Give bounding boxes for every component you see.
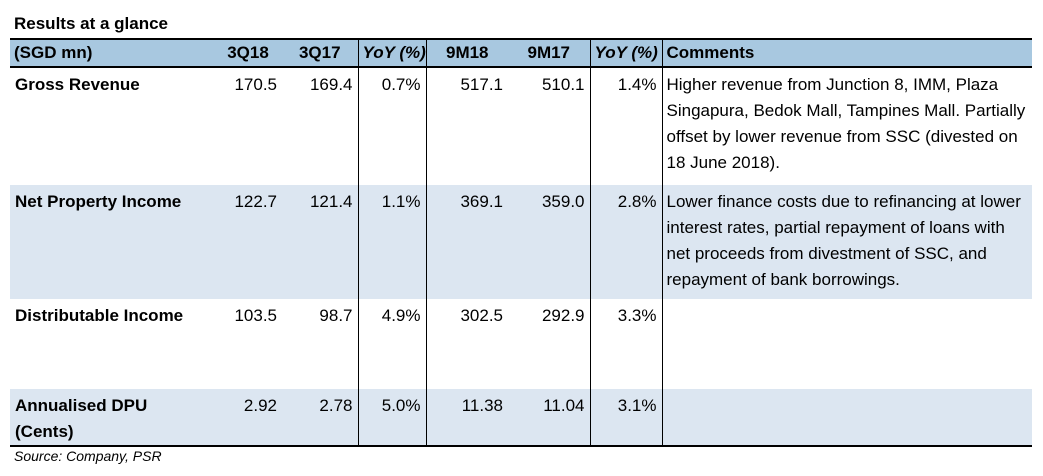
cell-yoy-quarter: 0.7% (357, 67, 426, 185)
cell-9m18: 302.5 (425, 299, 508, 389)
cell-9m18: 11.38 (425, 389, 508, 447)
cell-yoy-9m: 3.1% (589, 389, 662, 447)
cell-3q17: 2.78 (282, 389, 358, 447)
cell-comment: Lower finance costs due to refinancing a… (661, 185, 1032, 299)
cell-3q18: 2.92 (214, 389, 282, 447)
cell-9m17: 11.04 (508, 389, 590, 447)
cell-9m17: 359.0 (508, 185, 590, 299)
row-label: Distributable Income (15, 306, 184, 325)
cell-9m17: 510.1 (541, 75, 585, 94)
cell-comment: Higher revenue from Junction 8, IMM, Pla… (661, 67, 1032, 185)
row-label: Annualised DPU (Cents) (10, 389, 214, 447)
cell-3q17: 98.7 (319, 306, 353, 325)
cell-9m17: 292.9 (541, 306, 585, 325)
results-table: (SGD mn) 3Q18 3Q17 YoY (%) 9M18 9M17 YoY… (10, 38, 1032, 447)
header-sgd-mn: (SGD mn) (10, 38, 214, 68)
row-label: Net Property Income (10, 185, 214, 299)
cell-comment (661, 299, 1032, 389)
table-row: Annualised DPU (Cents) 2.92 2.78 5.0% 11… (10, 389, 1032, 447)
cell-3q17: 169.4 (309, 75, 353, 94)
cell-yoy-quarter: 5.0% (357, 389, 426, 447)
table-row: Distributable Income 103.5 98.7 4.9% 302… (10, 299, 1032, 389)
cell-3q18: 170.5 (234, 75, 277, 94)
header-comments: Comments (661, 38, 1032, 68)
source-note: Source: Company, PSR (14, 448, 162, 464)
cell-3q18: 103.5 (234, 306, 277, 325)
row-label: Gross Revenue (15, 75, 140, 94)
header-9m18: 9M18 (425, 38, 508, 68)
cell-yoy-9m: 2.8% (589, 185, 662, 299)
table-title: Results at a glance (14, 14, 169, 33)
header-row: (SGD mn) 3Q18 3Q17 YoY (%) 9M18 9M17 YoY… (10, 38, 1032, 68)
table-row: Net Property Income 122.7 121.4 1.1% 369… (10, 185, 1032, 299)
table-row: Gross Revenue 170.5 169.4 0.7% 517.1 510… (10, 67, 1032, 185)
cell-yoy-quarter: 1.1% (357, 185, 426, 299)
header-yoy-quarter: YoY (%) (357, 38, 426, 68)
cell-yoy-9m: 1.4% (589, 67, 662, 185)
cell-3q17: 121.4 (282, 185, 358, 299)
cell-9m18: 517.1 (425, 67, 508, 185)
cell-yoy-9m: 3.3% (589, 299, 662, 389)
cell-comment (661, 389, 1032, 447)
header-9m17: 9M17 (508, 38, 590, 68)
cell-9m18: 369.1 (425, 185, 508, 299)
cell-yoy-quarter: 4.9% (357, 299, 426, 389)
cell-3q18: 122.7 (214, 185, 282, 299)
header-yoy-9m: YoY (%) (589, 38, 662, 68)
header-3q18: 3Q18 (214, 38, 282, 68)
header-3q17: 3Q17 (282, 38, 358, 68)
